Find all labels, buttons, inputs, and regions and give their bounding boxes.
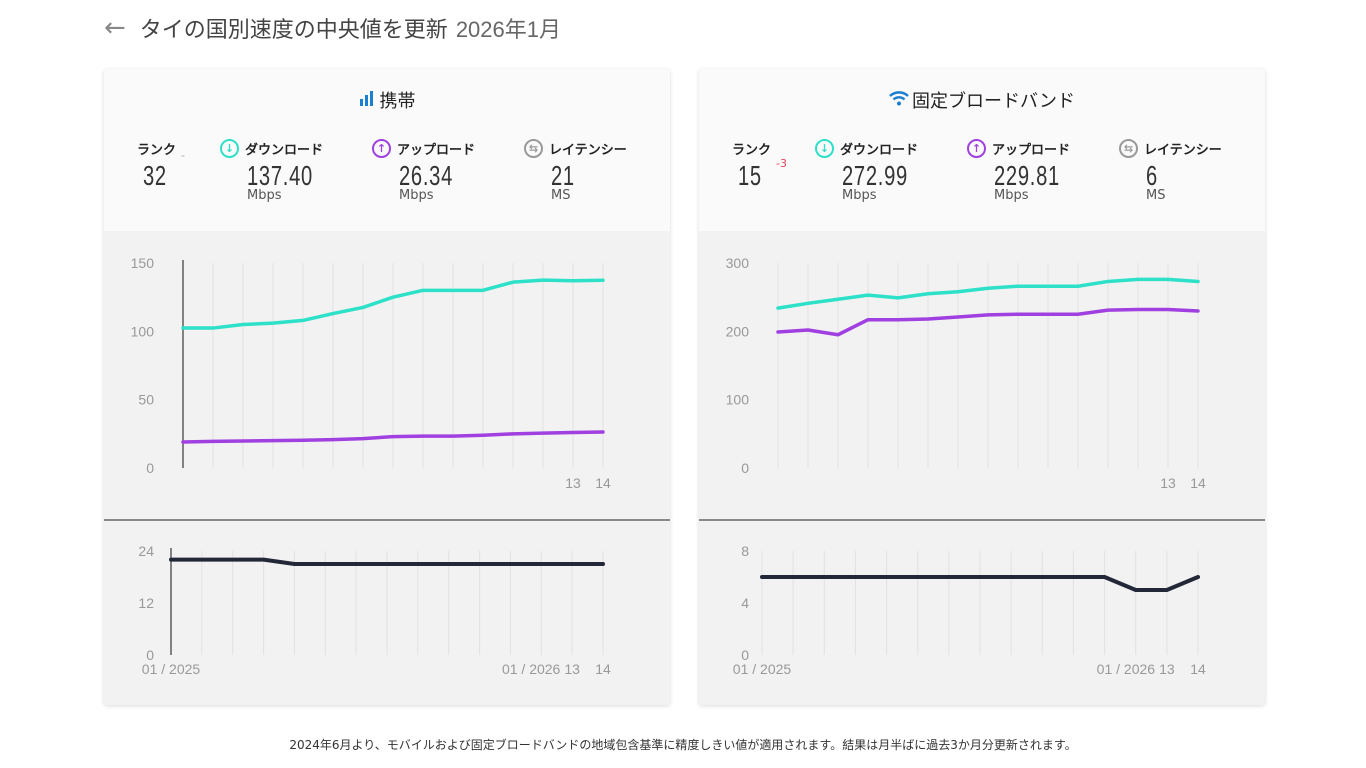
rank-label: ランク — [137, 143, 177, 158]
rank-label: ランク — [732, 143, 772, 158]
latency-unit: MS — [551, 188, 571, 203]
download-arrow-icon: ↓ — [220, 139, 239, 158]
x-tick-label: 13 — [1160, 475, 1176, 491]
download-label: ダウンロード — [840, 143, 919, 158]
rank-metric: ランク 15 -3 — [732, 139, 787, 192]
upload-metric: ↑ アップロード 229.81 Mbps — [967, 139, 1086, 203]
download-arrow-icon: ↓ — [815, 139, 834, 158]
rank-value: 15 — [738, 160, 762, 191]
download-metric: ↓ ダウンロード 272.99 Mbps — [815, 139, 934, 203]
y-tick-label: 0 — [146, 460, 154, 476]
upload-line — [776, 307, 1200, 337]
y-tick-label: 24 — [138, 543, 154, 559]
upload-value: 26.34 — [399, 160, 454, 191]
x-tick-label: 13 — [1159, 661, 1175, 677]
download-line — [181, 278, 605, 330]
download-value: 272.99 — [842, 160, 908, 191]
latency-label: レイテンシー — [1144, 143, 1222, 158]
x-tick-label: 13 — [564, 661, 580, 677]
panel-title: 携帯 — [104, 87, 670, 113]
x-tick-label: 14 — [595, 661, 611, 677]
y-tick-label: 12 — [138, 595, 154, 611]
latency-metric: ⇆ レイテンシー 6 MS — [1119, 139, 1222, 203]
y-tick-label: 150 — [131, 255, 155, 271]
upload-label: アップロード — [397, 143, 476, 158]
upload-line — [181, 430, 605, 444]
latency-line — [169, 557, 605, 566]
download-label: ダウンロード — [245, 143, 324, 158]
latency-arrows-icon: ⇆ — [1119, 139, 1138, 158]
y-tick-label: 50 — [138, 392, 154, 408]
x-tick-label: 14 — [1190, 475, 1206, 491]
latency-value: 6 — [1146, 160, 1158, 191]
page-header: ← タイの国別速度の中央値を更新 2026年1月 — [104, 12, 561, 44]
arrow-left-icon[interactable]: ← — [104, 13, 126, 43]
x-tick-label: 01 / 2025 — [142, 661, 201, 677]
y-tick-label: 8 — [741, 543, 749, 559]
panel-title-text: 固定ブロードバンド — [912, 91, 1075, 112]
x-tick-label: 01 / 2026 — [1097, 661, 1156, 677]
upload-label: アップロード — [992, 143, 1071, 158]
latency-metric: ⇆ レイテンシー 21 MS — [524, 139, 627, 203]
download-unit: Mbps — [842, 188, 877, 203]
upload-metric: ↑ アップロード 26.34 Mbps — [372, 139, 475, 203]
panel-title-text: 携帯 — [379, 91, 416, 112]
upload-unit: Mbps — [994, 188, 1029, 203]
rank-change: - — [181, 149, 185, 162]
latency-value: 21 — [551, 160, 575, 191]
page-date: 2026年1月 — [455, 17, 561, 42]
rank-value: 32 — [143, 160, 167, 191]
y-tick-label: 100 — [131, 323, 155, 339]
download-unit: Mbps — [247, 188, 282, 203]
y-tick-label: 200 — [726, 323, 750, 339]
x-tick-label: 01 / 2026 — [502, 661, 561, 677]
latency-label: レイテンシー — [549, 143, 627, 158]
x-tick-label: 14 — [1190, 661, 1206, 677]
y-tick-label: 4 — [741, 595, 749, 611]
wifi-icon — [889, 90, 909, 111]
download-value: 137.40 — [247, 160, 313, 191]
y-tick-label: 300 — [726, 255, 750, 271]
panel-header: 携帯 ランク 32 - ↓ ダウンロード 137.40 Mbps ↑ アップロード … — [104, 69, 670, 231]
fixed-broadband-panel: 固定ブロードバンド ランク 15 -3 ↓ ダウンロード 272.99 Mbps … — [699, 69, 1265, 705]
download-metric: ↓ ダウンロード 137.40 Mbps — [220, 139, 339, 203]
rank-metric: ランク 32 - — [137, 139, 185, 192]
mobile-panel: 携帯 ランク 32 - ↓ ダウンロード 137.40 Mbps ↑ アップロード … — [104, 69, 670, 705]
footnote: 2024年6月より、モバイルおよび固定ブロードバンドの地域包含基準に精度しきい値… — [289, 738, 1077, 752]
x-tick-label: 01 / 2025 — [733, 661, 792, 677]
latency-line — [760, 575, 1200, 592]
panel-header: 固定ブロードバンド ランク 15 -3 ↓ ダウンロード 272.99 Mbps … — [699, 69, 1265, 231]
upload-arrow-icon: ↑ — [967, 139, 986, 158]
latency-arrows-icon: ⇆ — [524, 139, 543, 158]
signal-bars-icon — [359, 89, 377, 112]
upload-arrow-icon: ↑ — [372, 139, 391, 158]
y-tick-label: 0 — [741, 460, 749, 476]
y-tick-label: 0 — [741, 647, 749, 663]
upload-value: 229.81 — [994, 160, 1060, 191]
x-tick-label: 14 — [595, 475, 611, 491]
y-tick-label: 100 — [726, 392, 750, 408]
page-title: タイの国別速度の中央値を更新 — [139, 18, 448, 43]
latency-unit: MS — [1146, 188, 1166, 203]
upload-unit: Mbps — [399, 188, 434, 203]
download-line — [776, 277, 1200, 310]
y-tick-label: 0 — [146, 647, 154, 663]
x-tick-label: 13 — [565, 475, 581, 491]
rank-change: -3 — [776, 157, 787, 170]
panel-title: 固定ブロードバンド — [699, 87, 1265, 113]
